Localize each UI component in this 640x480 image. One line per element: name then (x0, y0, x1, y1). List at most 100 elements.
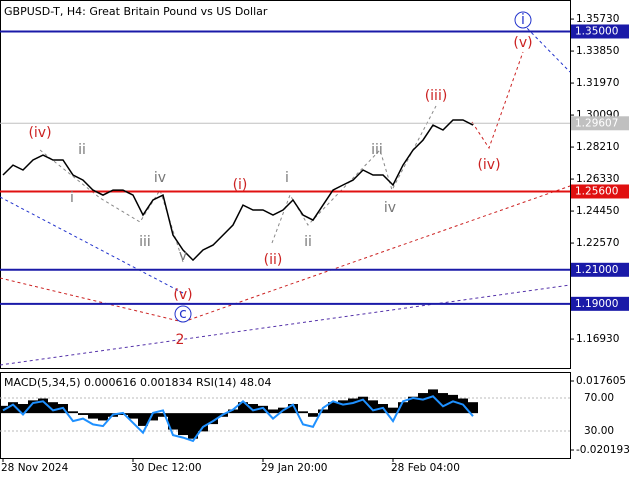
macd-bar (258, 405, 268, 414)
macd-bar (318, 409, 328, 414)
x-tick-label: 28 Feb 04:00 (391, 462, 460, 474)
macd-bar (288, 404, 298, 414)
macd-bar (8, 402, 18, 414)
wave-label: (iv) (28, 125, 51, 141)
y2-tick-label: 30.00 (584, 425, 614, 437)
y-tick-label: 1.33850 (576, 45, 619, 57)
wave-label: v (179, 248, 187, 264)
macd-bar (48, 402, 58, 414)
current-price-box (571, 116, 629, 131)
macd-bar (228, 409, 238, 414)
level-box (571, 296, 629, 311)
sub-frame (0, 372, 571, 459)
wave-label: (ii) (264, 252, 283, 268)
macd-bar (438, 393, 448, 414)
macd-bar (28, 400, 38, 414)
wave-label: (v) (513, 35, 532, 51)
level-box (571, 24, 629, 39)
wave-circle (174, 305, 192, 323)
macd-bar (238, 402, 248, 414)
macd-bar (198, 413, 208, 432)
macd-bar (448, 394, 458, 414)
sub-title: MACD(5,34,5) 0.000616 0.001834 RSI(14) 4… (4, 376, 271, 389)
price-line (2, 119, 474, 262)
y-tick-label: 1.28210 (576, 141, 619, 153)
level-label: 1.35000 (575, 25, 618, 37)
macd-bar (308, 413, 318, 417)
macd-bar (398, 402, 408, 414)
macd-bar (138, 413, 148, 426)
level-box (571, 184, 629, 199)
wave-label: ii (304, 234, 312, 250)
wave-label: (v) (173, 287, 192, 303)
wave-label: iv (384, 200, 396, 216)
wave-circle (514, 11, 532, 29)
macd-bar (468, 402, 478, 414)
wave-label: ii (78, 142, 86, 158)
y-tick-label: 1.16930 (576, 333, 619, 345)
macd-bar (38, 398, 48, 414)
red-dash (0, 277, 184, 323)
macd-bar (68, 411, 78, 414)
macd-bar (338, 400, 348, 414)
y-tick-label: 1.35730 (576, 13, 619, 25)
y-tick-label: 1.31970 (576, 77, 619, 89)
x-tick-label: 28 Nov 2024 (1, 462, 69, 474)
macd-bar (208, 413, 218, 425)
rsi-line (2, 395, 474, 443)
macd-bar (358, 396, 368, 414)
level-box (571, 262, 629, 277)
macd-bar (98, 413, 108, 421)
level-label: 1.19000 (575, 298, 618, 310)
wave-label: i (70, 190, 74, 206)
wave-label: iii (139, 234, 151, 250)
macd-bar (18, 404, 28, 414)
macd-bar (88, 413, 98, 419)
gray-waves-2 (271, 105, 437, 244)
chart-title: GBPUSD-T, H4: Great Britain Pound vs US … (4, 5, 268, 18)
macd-bar (328, 402, 338, 414)
macd-bar (428, 389, 438, 414)
y-tick-label: -0.020193 (576, 444, 630, 456)
macd-bar (388, 407, 398, 414)
macd-bar (368, 400, 378, 414)
wave-label: i (285, 170, 289, 186)
x-tick-label: 29 Jan 20:00 (261, 462, 327, 474)
wave-label: (iv) (477, 157, 500, 173)
y-tick-label: 0.017605 (576, 375, 626, 387)
wave-label: 2 (176, 332, 185, 348)
macd-bar (148, 413, 158, 421)
blue-projection (522, 23, 571, 73)
y-tick-label: 1.24450 (576, 205, 619, 217)
macd-bar (188, 413, 198, 439)
wave-label: iv (154, 170, 166, 186)
red-projection (471, 51, 524, 150)
wave-label: iii (371, 142, 383, 158)
y2-tick-label: 70.00 (584, 392, 614, 404)
macd-bar (128, 413, 138, 419)
macd-bar (248, 404, 258, 414)
macd-bar (348, 398, 358, 414)
x-tick-label: 30 Dec 12:00 (131, 462, 202, 474)
macd-bar (78, 413, 88, 415)
y-tick-label: 1.22570 (576, 237, 619, 249)
level-label: 1.21000 (575, 264, 618, 276)
wave-label: i (521, 12, 525, 28)
current-price-label: 1.29607 (575, 117, 618, 129)
macd-bar (178, 413, 188, 436)
wave-label: c (179, 306, 187, 322)
level-label: 1.25600 (575, 185, 618, 197)
macd-bar (158, 413, 168, 417)
macd-bar (418, 393, 428, 414)
macd-bar (168, 413, 178, 430)
macd-bar (408, 396, 418, 414)
y-tick-label: 1.26330 (576, 173, 619, 185)
main-frame (0, 0, 571, 369)
macd-bar (298, 411, 308, 414)
red-trend (182, 185, 571, 323)
macd-bar (268, 409, 278, 414)
blue-dash (0, 196, 184, 294)
wave-label: (i) (233, 177, 248, 193)
